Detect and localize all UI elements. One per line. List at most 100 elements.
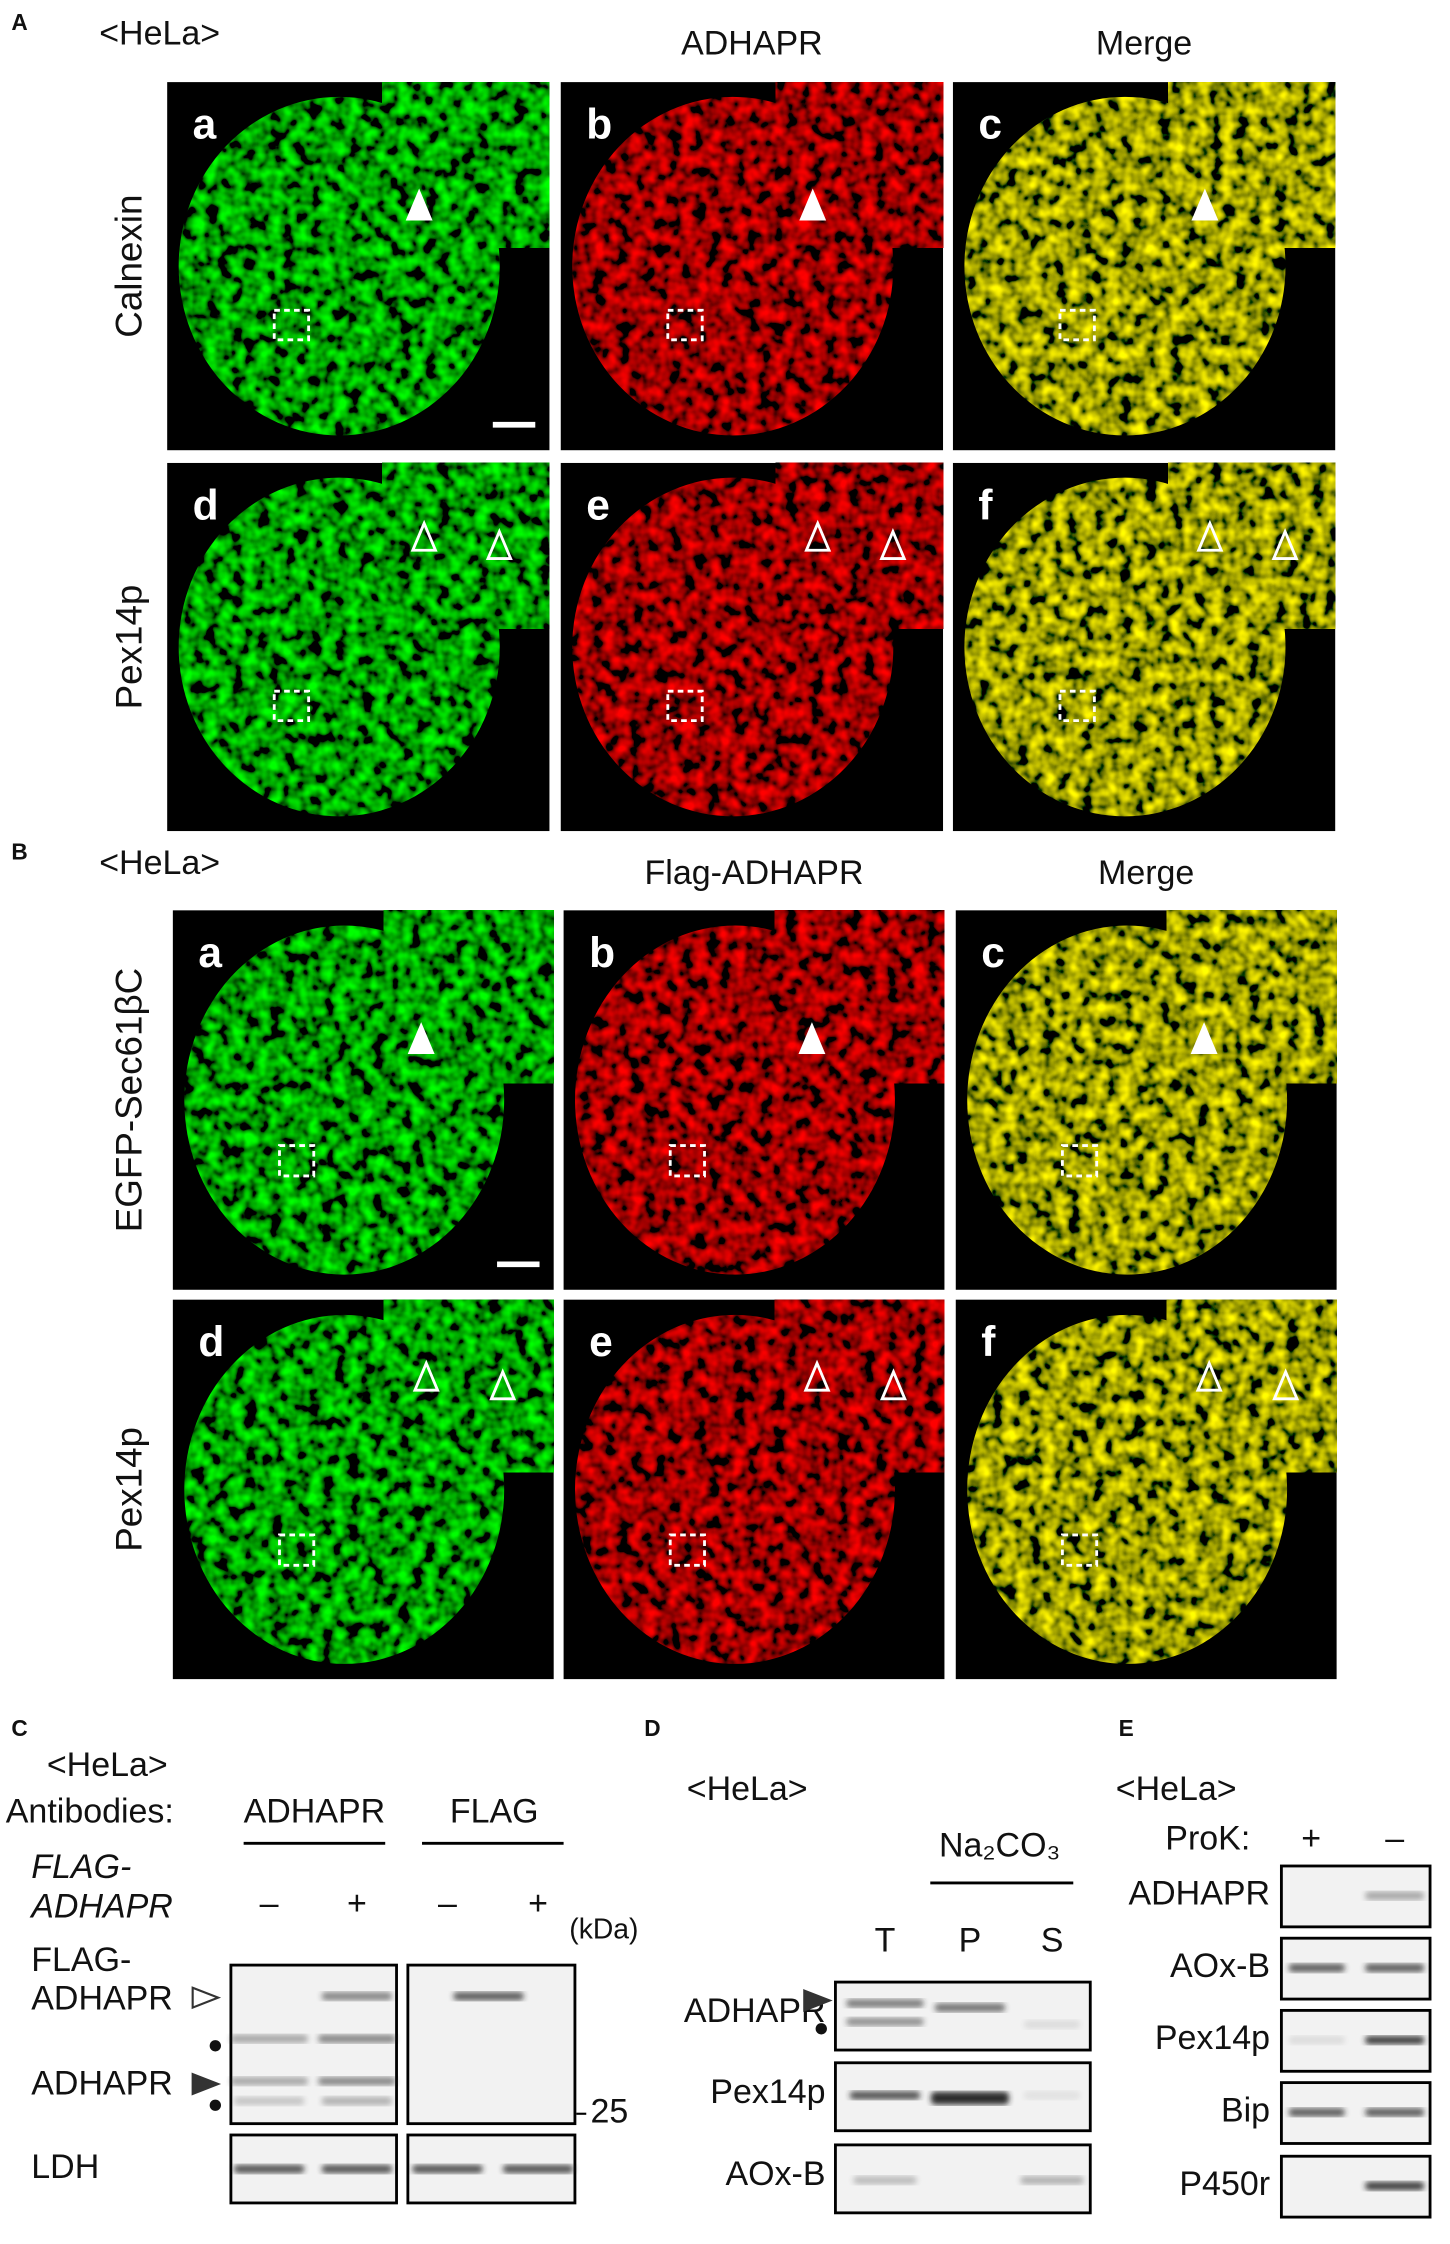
dot-marker (209, 2099, 221, 2111)
band (317, 2076, 396, 2086)
dot-marker (209, 2040, 221, 2052)
label: Na₂CO₃ (939, 1827, 1060, 1865)
label: ADHAPR (31, 2064, 173, 2102)
subpanel-letter: d (193, 481, 219, 528)
column-header: Flag-ADHAPR (645, 854, 864, 892)
subpanel-letter: c (981, 929, 1005, 976)
zoom-box (668, 1533, 706, 1567)
inset (382, 908, 556, 1085)
arrowhead (1190, 1022, 1218, 1055)
band (230, 2034, 309, 2043)
blot-label: Pex14p (1155, 2019, 1270, 2057)
panel-label: A (11, 9, 27, 35)
lane-sign: – (438, 1885, 457, 1923)
band (1364, 1963, 1425, 1973)
subpanel-letter: a (198, 929, 222, 976)
lane-sign: + (1301, 1819, 1321, 1857)
subpanel-letter: b (589, 929, 615, 976)
cell-line: <HeLa> (99, 844, 220, 882)
label: FLAG- (31, 1941, 131, 1979)
inset (773, 908, 946, 1085)
inset (1166, 461, 1337, 631)
inset (773, 1298, 946, 1474)
lane-sign: + (347, 1885, 367, 1923)
inset (774, 461, 945, 631)
arrowhead (879, 527, 907, 560)
band (853, 2176, 917, 2185)
row-label: Pex14p (109, 585, 150, 710)
blot-label: AOx-B (1170, 1947, 1270, 1985)
band (233, 2096, 305, 2106)
label: FLAG- (31, 1848, 131, 1886)
band (502, 2164, 574, 2174)
band (846, 2017, 924, 2026)
blot-label: AOx-B (725, 2155, 825, 2193)
zoom-box (1058, 308, 1096, 342)
zoom-box (668, 1144, 706, 1178)
lane-label: T (875, 1921, 896, 1959)
band (321, 2164, 393, 2174)
row-label: Calnexin (109, 195, 150, 338)
arrowhead (1196, 519, 1224, 552)
subpanel-letter: e (586, 481, 610, 528)
band (1288, 1963, 1346, 1973)
label: Antibodies: (6, 1793, 174, 1831)
arrowhead (799, 188, 827, 221)
arrowhead (485, 527, 513, 560)
band (930, 2091, 1009, 2105)
blot (834, 1980, 1092, 2052)
band (317, 2034, 396, 2043)
label: ProK: (1165, 1819, 1250, 1857)
band (1023, 2091, 1081, 2100)
arrowhead (798, 1022, 826, 1055)
arrowhead (1195, 1359, 1223, 1392)
column-header: ADHAPR (681, 24, 823, 62)
column-header: Merge (1098, 854, 1194, 892)
inset (1165, 908, 1339, 1085)
subpanel-letter: b (586, 101, 612, 148)
lane-sign: – (1385, 1819, 1404, 1857)
arrowhead (410, 519, 438, 552)
arrowhead (1271, 527, 1299, 560)
label: ADHAPR (31, 1979, 173, 2017)
zoom-box (278, 1533, 316, 1567)
row-label: EGFP-Sec61βC (109, 968, 150, 1233)
row-label: Pex14p (109, 1427, 150, 1552)
band (1364, 2108, 1425, 2117)
band (1364, 2035, 1425, 2045)
panel-label: C (11, 1715, 27, 1741)
column-header: Merge (1096, 24, 1192, 62)
arrowhead (489, 1368, 517, 1401)
zoom-box (666, 689, 704, 723)
arrowhead (405, 188, 433, 221)
label: 25 (591, 2093, 629, 2131)
subpanel-letter: c (978, 101, 1002, 148)
band (1288, 2035, 1346, 2045)
cell-line: <HeLa> (99, 14, 220, 52)
blot-label: Pex14p (710, 2073, 825, 2111)
band-arrow (191, 1986, 222, 2010)
lane-label: S (1041, 1921, 1064, 1959)
dot-marker (815, 2023, 827, 2035)
arrowhead (804, 519, 832, 552)
band (1023, 2020, 1081, 2029)
subpanel-letter: a (193, 101, 217, 148)
label: ADHAPR (29, 1887, 173, 1925)
inset (380, 461, 551, 631)
panel-label: D (644, 1715, 660, 1741)
blot-label: Bip (1221, 2091, 1270, 2129)
band (321, 1991, 393, 2001)
band (1288, 2108, 1346, 2117)
zoom-box (1058, 689, 1096, 723)
lane-label: P (959, 1921, 982, 1959)
label: (kDa) (569, 1913, 638, 1945)
band (230, 2076, 309, 2086)
zoom-box (272, 308, 311, 342)
zoom-box (278, 1144, 316, 1178)
panel-label: E (1119, 1715, 1134, 1741)
arrowhead (412, 1359, 440, 1392)
band-arrow (191, 2072, 222, 2096)
lane-sign: + (528, 1885, 548, 1923)
